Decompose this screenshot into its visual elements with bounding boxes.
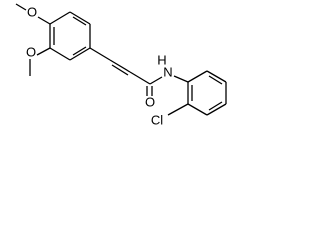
atom-label: O	[27, 4, 37, 19]
bond	[111, 64, 129, 76]
bond	[36, 47, 51, 56]
atom-label: O	[145, 94, 155, 109]
bond	[109, 59, 131, 73]
bond	[208, 101, 223, 111]
bond	[173, 75, 189, 83]
molecule-diagram: O O O H N Cl	[15, 3, 227, 127]
bond	[149, 76, 163, 85]
bond	[49, 47, 71, 61]
bond	[37, 16, 51, 25]
bond	[69, 47, 91, 61]
bonds	[15, 3, 227, 116]
bond	[89, 47, 111, 61]
bond	[206, 70, 227, 83]
bond	[72, 16, 87, 26]
atom-label: N	[163, 64, 172, 79]
bond	[49, 11, 71, 25]
bond	[208, 75, 223, 85]
bond	[187, 70, 208, 83]
atom-label: Cl	[151, 112, 163, 127]
bond	[167, 103, 189, 116]
bond	[129, 71, 151, 85]
atom-label: H	[157, 52, 166, 67]
bond	[69, 11, 91, 25]
bond	[206, 103, 227, 116]
bond	[15, 3, 27, 11]
bond	[187, 103, 208, 116]
bond	[72, 46, 87, 56]
atom-label: O	[26, 44, 36, 59]
